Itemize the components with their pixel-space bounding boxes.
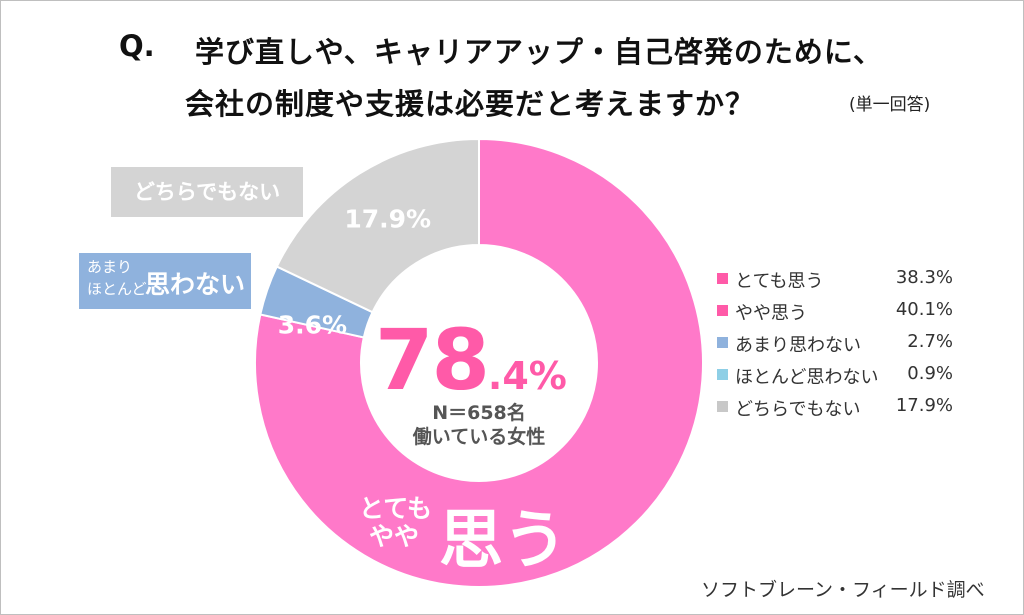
legend-swatch <box>717 401 728 412</box>
legend-value: 40.1% <box>895 299 953 320</box>
legend-item: ほとんど思わない 0.9% <box>717 359 957 391</box>
disagree-callout-small-1: あまり <box>87 258 133 276</box>
donut-hole <box>361 245 597 481</box>
sample-size: N＝658名 <box>432 402 526 424</box>
legend-value: 2.7% <box>907 331 953 352</box>
agree-callout-small-1: とても <box>359 494 433 523</box>
legend-swatch <box>717 305 728 316</box>
disagree-callout-small-2: ほとんど <box>87 280 147 298</box>
legend-item: あまり思わない 2.7% <box>717 327 957 359</box>
legend-value: 17.9% <box>895 395 953 416</box>
neither-slice-label: 17.9% <box>344 204 431 233</box>
agree-callout-small-2: やや <box>369 522 420 551</box>
legend-label: あまり思わない <box>735 335 861 356</box>
title-line-1: 学び直しや、キャリアアップ・自己啓発のために、 <box>195 35 883 69</box>
answer-type-note: (単一回答) <box>849 95 931 115</box>
legend-value: 0.9% <box>907 363 953 384</box>
agree-callout-big: 思う <box>439 504 567 578</box>
center-percentage: 78.4% <box>375 311 567 409</box>
center-sample: N＝658名 働いている女性 <box>391 401 567 449</box>
legend-swatch <box>717 369 728 380</box>
legend-swatch <box>717 337 728 348</box>
center-percentage-dec: .4% <box>487 354 567 398</box>
title-line-2: 会社の制度や支援は必要だと考えますか？ <box>185 87 756 121</box>
legend: とても思う 38.3% やや思う 40.1% あまり思わない 2.7% ほとんど思わな… <box>717 263 957 423</box>
disagree-slice-label: 3.6% <box>278 311 347 340</box>
legend-swatch <box>717 273 728 284</box>
neither-callout-text: どちらでもない <box>133 180 281 204</box>
neither-callout: どちらでもない <box>111 167 303 217</box>
legend-label: やや思う <box>735 303 807 324</box>
legend-label: とても思う <box>735 271 824 292</box>
legend-item: どちらでもない 17.9% <box>717 391 957 423</box>
legend-label: ほとんど思わない <box>735 367 879 388</box>
legend-item: やや思う 40.1% <box>717 295 957 327</box>
legend-value: 38.3% <box>895 267 953 288</box>
legend-label: どちらでもない <box>735 399 861 420</box>
sample-description: 働いている女性 <box>412 426 546 448</box>
question-marker: Q. <box>119 29 155 63</box>
legend-item: とても思う 38.3% <box>717 263 957 295</box>
disagree-callout: あまり ほとんど 思わない <box>79 253 251 309</box>
center-percentage-int: 78 <box>375 311 490 409</box>
source-credit: ソフトブレーン・フィールド調べ <box>701 579 985 601</box>
disagree-callout-big: 思わない <box>145 270 246 299</box>
